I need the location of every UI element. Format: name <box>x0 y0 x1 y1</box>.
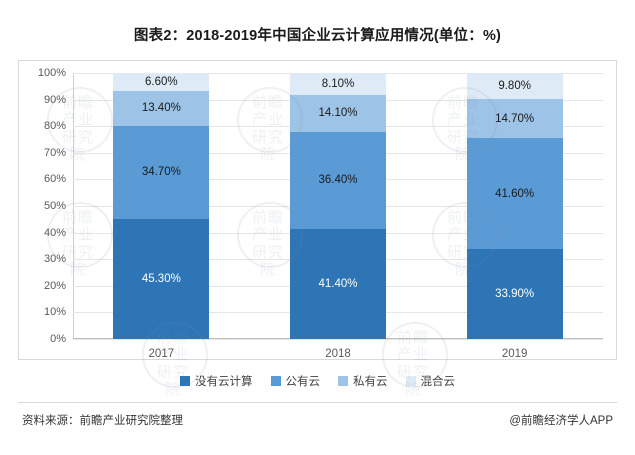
bar-value-label: 41.60% <box>495 187 535 200</box>
bar-value-label: 36.40% <box>318 174 358 187</box>
bar-value-label: 33.90% <box>495 287 535 300</box>
bar-group[interactable]: 41.40% 36.40% 14.10% 8.10% 2018 <box>290 73 386 360</box>
bar-segment[interactable]: 36.40% <box>290 132 386 229</box>
bar-segment[interactable]: 41.60% <box>466 138 563 249</box>
y-axis-tick-label: 20% <box>43 279 66 292</box>
bar-value-label: 34.70% <box>141 166 181 179</box>
chart-axes: 0% 10% 20% 30% 40% 50% 60% 70% 80% 90% 100% 45.30% 3… <box>38 67 603 360</box>
bar-value-label: 14.70% <box>495 112 535 125</box>
gridline: 0% <box>50 333 603 345</box>
x-axis-tick-label: 2019 <box>501 348 528 360</box>
footer-divider <box>18 402 617 403</box>
legend-swatch <box>338 376 348 386</box>
page-title: 图表2：2018-2019年中国企业云计算应用情况(单位：%) <box>133 28 502 44</box>
bar-segment[interactable]: 14.70% <box>466 99 563 139</box>
bar-segment[interactable]: 6.60% <box>113 73 210 91</box>
bar-group[interactable]: 45.30% 34.70% 13.40% 6.60% 2017 <box>113 73 210 360</box>
brand-note: @前瞻经济学人APP <box>509 415 613 427</box>
bar-group[interactable]: 33.90% 41.60% 14.70% 9.80% 2019 <box>466 73 563 360</box>
bar-value-label: 14.10% <box>318 107 358 120</box>
y-axis-tick-label: 70% <box>43 146 66 159</box>
legend-label: 没有云计算 <box>195 376 253 388</box>
y-axis-tick-label: 0% <box>50 333 66 345</box>
source-note: 资料来源：前瞻产业研究院整理 <box>22 415 183 427</box>
bar-value-label: 45.30% <box>141 272 181 285</box>
legend-item[interactable]: 没有云计算 <box>180 373 253 389</box>
bar-segment[interactable]: 34.70% <box>113 126 210 219</box>
y-axis-tick-label: 50% <box>43 200 66 212</box>
bar-value-label: 13.40% <box>141 102 181 115</box>
legend-label: 公有云 <box>285 376 321 388</box>
chart-legend: 没有云计算 公有云 私有云 混合云 <box>0 373 635 389</box>
y-axis-tick-label: 60% <box>43 173 66 186</box>
x-axis-tick-label: 2018 <box>325 348 351 360</box>
legend-item[interactable]: 公有云 <box>270 373 321 389</box>
bar-segment[interactable]: 41.40% <box>290 228 386 339</box>
legend-swatch <box>270 376 281 386</box>
bar-segment[interactable]: 14.10% <box>290 94 386 133</box>
legend-swatch <box>180 376 190 386</box>
legend-label: 混合云 <box>420 376 456 388</box>
y-axis-tick-label: 100% <box>37 67 66 79</box>
legend-swatch <box>405 376 416 386</box>
x-axis-tick-label: 2017 <box>148 348 175 360</box>
bar-value-label: 9.80% <box>498 80 531 93</box>
bar-segment[interactable]: 13.40% <box>113 90 210 127</box>
bar-segment[interactable]: 33.90% <box>466 248 563 339</box>
y-axis-tick-label: 40% <box>43 226 66 239</box>
y-axis-tick-label: 30% <box>43 253 66 266</box>
legend-item[interactable]: 私有云 <box>338 373 388 389</box>
chart-plot-frame: 0% 10% 20% 30% 40% 50% 60% 70% 80% 90% 100% 45.30% 3… <box>18 60 617 360</box>
bar-value-label: 6.60% <box>145 75 178 88</box>
bar-segment[interactable]: 45.30% <box>113 218 210 339</box>
y-axis-tick-label: 80% <box>43 120 66 133</box>
y-axis-tick-label: 10% <box>43 306 66 319</box>
bar-segment[interactable]: 8.10% <box>290 73 386 95</box>
bar-segment[interactable]: 9.80% <box>466 73 563 100</box>
legend-item[interactable]: 混合云 <box>405 373 456 389</box>
y-axis-tick-label: 90% <box>43 93 66 106</box>
legend-label: 私有云 <box>353 376 388 388</box>
bar-value-label: 41.40% <box>318 277 358 290</box>
bar-value-label: 8.10% <box>321 77 355 90</box>
